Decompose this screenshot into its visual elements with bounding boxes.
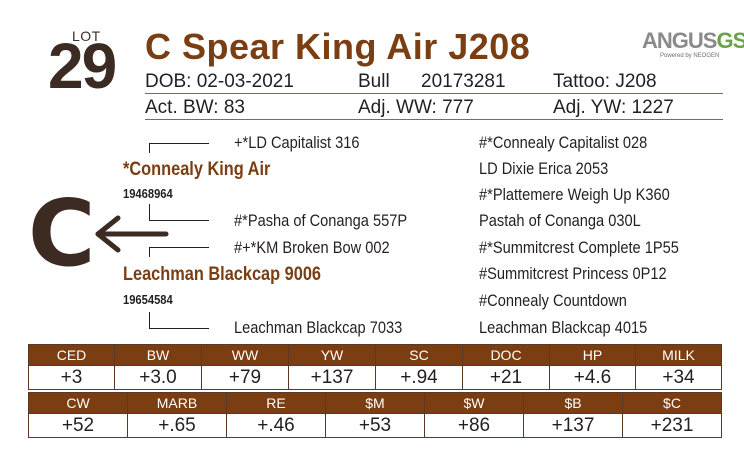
epd-value: +231 [623, 414, 722, 438]
epd-header: MILK [636, 344, 722, 366]
sire-registration: 19468964 [123, 186, 173, 201]
pedigree-line [149, 247, 150, 257]
pedigree-line [149, 143, 150, 153]
epd-value: +137 [289, 366, 376, 390]
brand-mark-letter: C [28, 180, 96, 287]
epd-header-row-1: CED BW WW YW SC DOC HP MILK [28, 344, 722, 366]
epd-value: +21 [463, 366, 550, 390]
dam-registration: 19654584 [123, 292, 173, 307]
pedigree-line [149, 204, 150, 220]
dob-text: DOB: 02-03-2021 [145, 71, 294, 92]
lot-number: 29 [48, 30, 117, 102]
registration-text: 20173281 [421, 71, 506, 92]
lot-label: LOT [72, 28, 101, 44]
sire-sire: +*LD Capitalist 316 [234, 133, 360, 152]
adjusted-ww-text: Adj. WW: 777 [358, 97, 474, 118]
pedigree-col3-item: #*Plattemere Weigh Up K360 [479, 185, 670, 204]
pedigree-col3-item: #*Connealy Capitalist 028 [479, 133, 648, 152]
epd-value: +53 [326, 414, 425, 438]
pedigree-col3-item: Pastah of Conanga 030L [479, 211, 641, 230]
animal-name: C Spear King Air J208 [145, 26, 531, 67]
epd-header-row-2: CW MARB RE $M $W $B $C [28, 392, 722, 414]
epd-header: CW [28, 392, 128, 414]
logo-brand-main: ANGUS [642, 28, 717, 53]
info-row-weights: Act. BW: 83 Adj. WW: 777 Adj. YW: 1227 [145, 96, 723, 120]
epd-header: DOC [463, 344, 550, 366]
sex-text: Bull [358, 71, 390, 92]
dam-dam: Leachman Blackcap 7033 [234, 318, 403, 337]
epd-header: BW [115, 344, 202, 366]
epd-header: YW [289, 344, 376, 366]
epd-value-row-2: +52 +.65 +.46 +53 +86 +137 +231 [28, 414, 722, 438]
dam-name: Leachman Blackcap 9006 [123, 264, 322, 285]
sire-name: *Connealy King Air [123, 159, 271, 180]
epd-header: HP [550, 344, 636, 366]
epd-header: WW [202, 344, 289, 366]
pedigree-col3-item: #Connealy Countdown [479, 291, 627, 310]
epd-header: SC [376, 344, 463, 366]
epd-header: CED [28, 344, 115, 366]
actual-bw-text: Act. BW: 83 [145, 97, 245, 118]
epd-value: +3.0 [115, 366, 202, 390]
info-row-birth: DOB: 02-03-2021 Bull 20173281 Tattoo: J2… [145, 70, 723, 94]
pedigree-line [149, 247, 209, 248]
pedigree-col3-item: Leachman Blackcap 4015 [479, 318, 648, 337]
pedigree-col3-item: #Summitcrest Princess 0P12 [479, 264, 667, 283]
epd-header: MARB [128, 392, 227, 414]
epd-value: +.65 [128, 414, 227, 438]
epd-value: +34 [636, 366, 722, 390]
epd-header: RE [227, 392, 326, 414]
brand-arrow-icon [95, 215, 169, 253]
tattoo-text: Tattoo: J208 [553, 71, 657, 92]
epd-value: +3 [28, 366, 115, 390]
epd-header: $B [524, 392, 623, 414]
epd-header: $M [326, 392, 425, 414]
epd-header: $C [623, 392, 722, 414]
pedigree-col3-item: LD Dixie Erica 2053 [479, 159, 609, 178]
epd-value: +4.6 [550, 366, 636, 390]
epd-header: $W [425, 392, 524, 414]
epd-value-row-1: +3 +3.0 +79 +137 +.94 +21 +4.6 +34 [28, 366, 722, 390]
epd-value: +52 [28, 414, 128, 438]
epd-value: +.46 [227, 414, 326, 438]
pedigree-line [149, 143, 209, 144]
pedigree-col3-item: #*Summitcrest Complete 1P55 [479, 238, 679, 257]
pedigree-line [149, 312, 150, 328]
adjusted-yw-text: Adj. YW: 1227 [553, 97, 674, 118]
epd-value: +79 [202, 366, 289, 390]
epd-value: +.94 [376, 366, 463, 390]
sire-dam: #*Pasha of Conanga 557P [234, 211, 408, 230]
epd-value: +137 [524, 414, 623, 438]
angus-gs-logo: ANGUSGS Powered by NEOGEN [642, 28, 744, 66]
logo-tagline: Powered by NEOGEN [660, 53, 720, 59]
dam-sire: #+*KM Broken Bow 002 [234, 238, 390, 257]
pedigree-line [149, 328, 209, 329]
epd-value: +86 [425, 414, 524, 438]
pedigree-line [149, 220, 209, 221]
logo-brand-suffix: GS [716, 28, 744, 53]
